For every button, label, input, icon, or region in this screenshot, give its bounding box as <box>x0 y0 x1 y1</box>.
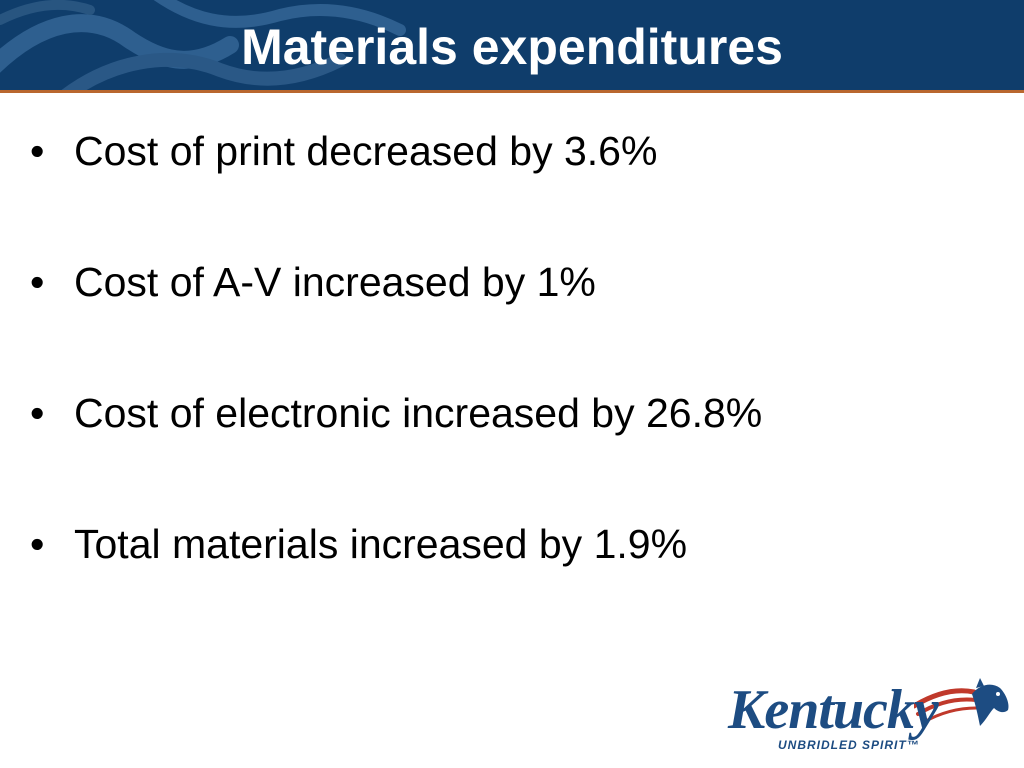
bullet-icon: • <box>30 128 45 174</box>
bullet-icon: • <box>30 390 45 436</box>
bullet-text: Total materials increased by 1.9% <box>74 521 688 567</box>
horse-head-icon <box>914 678 1009 726</box>
logo-wordmark: Kentucky <box>728 679 939 741</box>
list-item: • Cost of print decreased by 3.6% <box>30 128 990 259</box>
bullet-icon: • <box>30 259 45 305</box>
kentucky-logo: Kentucky UNBRIDLED SPIRIT™ <box>728 676 1018 760</box>
bullet-text: Cost of print decreased by 3.6% <box>74 128 658 174</box>
bullet-icon: • <box>30 521 45 567</box>
title-underline <box>0 90 1024 93</box>
bullet-list: • Cost of print decreased by 3.6% • Cost… <box>30 128 990 652</box>
title-bar: Materials expenditures <box>0 0 1024 90</box>
logo-tagline-text: UNBRIDLED SPIRIT <box>778 738 907 752</box>
swirl-decoration <box>0 0 406 90</box>
list-item: • Cost of electronic increased by 26.8% <box>30 390 990 521</box>
list-item: • Total materials increased by 1.9% <box>30 521 990 652</box>
logo-tagline: UNBRIDLED SPIRIT™ <box>778 738 920 752</box>
trademark-symbol: ™ <box>906 738 920 752</box>
list-item: • Cost of A-V increased by 1% <box>30 259 990 390</box>
bullet-text: Cost of A-V increased by 1% <box>74 259 596 305</box>
bullet-text: Cost of electronic increased by 26.8% <box>74 390 763 436</box>
page-title: Materials expenditures <box>241 19 783 75</box>
